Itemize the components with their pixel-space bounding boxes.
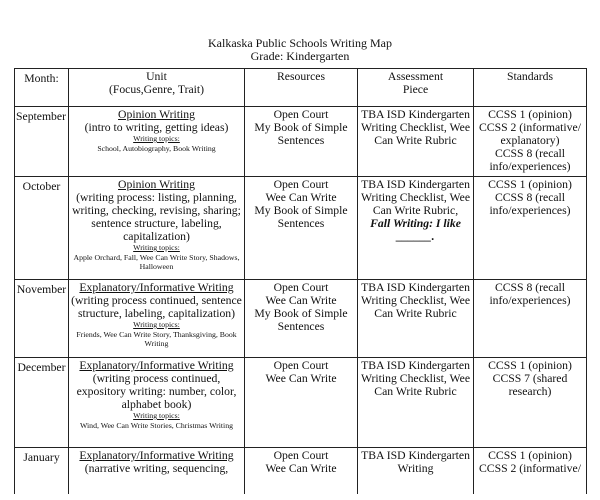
grade-label: Grade: Kindergarten: [250, 49, 350, 63]
resource-item: Wee Can Write: [265, 294, 337, 307]
standard-item: CCSS 1 (opinion): [488, 359, 572, 372]
resource-item: My Book of Simple Sentences: [254, 204, 348, 230]
topics: Wind, Wee Can Write Stories, Christmas W…: [79, 420, 234, 430]
header-month: Month:: [14, 68, 69, 107]
unit-description: (writing process: listing, planning, wri…: [72, 191, 241, 243]
resources-cell: Open Court Wee Can Write: [244, 447, 358, 494]
unit-description: (writing process continued, expository w…: [76, 372, 237, 411]
resource-item: Open Court: [273, 281, 329, 294]
resource-item: Wee Can Write: [265, 191, 337, 204]
assessment-extra: Fall Writing: I like ______.: [370, 217, 461, 243]
standards-cell: CCSS 1 (opinion) CCSS 7 (shared research): [473, 357, 587, 448]
table-row: January Explanatory/Informative Writing(…: [14, 447, 587, 494]
assessment-text: TBA ISD Kindergarten Writing Checklist, …: [360, 359, 471, 398]
unit-title: Explanatory/Informative Writing: [79, 281, 234, 294]
unit-cell: Explanatory/Informative Writing (writing …: [68, 357, 245, 448]
resource-item: Open Court: [273, 449, 329, 462]
topics: School, Autobiography, Book Writing: [97, 143, 216, 153]
resource-item: Wee Can Write: [265, 462, 337, 475]
standards-cell: CCSS 8 (recall info/experiences): [473, 279, 587, 358]
table-row: December Explanatory/Informative Writing…: [14, 357, 587, 448]
header-assessment-line1: Assessment: [387, 70, 444, 83]
unit-title: Opinion Writing: [118, 108, 195, 121]
topics-label: Writing topics:: [133, 411, 180, 420]
month-cell: November: [14, 279, 69, 358]
month-cell: January: [14, 447, 69, 494]
unit-description: (intro to writing, getting ideas): [84, 121, 229, 134]
header-resources: Resources: [244, 68, 358, 107]
resources-cell: Open Court My Book of Simple Sentences: [244, 106, 358, 177]
standard-item: CCSS 1 (opinion): [488, 108, 572, 121]
table-row: October Opinion Writing (writing process:…: [14, 176, 587, 280]
standards-cell: CCSS 1 (opinion) CCSS 2 (informative/: [473, 447, 587, 494]
standards-cell: CCSS 1 (opinion) CCSS 8 (recall info/expe…: [473, 176, 587, 280]
assessment-text: TBA ISD Kindergarten Writing Checklist, …: [360, 108, 471, 147]
unit-cell: Opinion Writing (writing process: listing…: [68, 176, 245, 280]
resources-cell: Open Court Wee Can Write: [244, 357, 358, 448]
assessment-cell: TBA ISD Kindergarten Writing Checklist, …: [357, 357, 474, 448]
month-cell: December: [14, 357, 69, 448]
standard-item: CCSS 8 (recall info/experiences): [489, 281, 571, 307]
standard-item: CCSS 2 (informative/ explanatory): [479, 121, 581, 147]
assessment-cell: TBA ISD Kindergarten Writing Checklist, …: [357, 106, 474, 177]
assessment-text: TBA ISD Kindergarten Writing: [361, 449, 470, 475]
resource-item: Open Court: [273, 178, 329, 191]
unit-title: Explanatory/Informative Writing: [79, 449, 234, 462]
topics: Apple Orchard, Fall, Wee Can Write Story…: [73, 252, 240, 272]
resource-item: Wee Can Write: [265, 372, 337, 385]
topics-label: Writing topics:: [133, 243, 180, 252]
assessment-cell: TBA ISD Kindergarten Writing: [357, 447, 474, 494]
month-cell: October: [14, 176, 69, 280]
standard-item: CCSS 8 (recall info/experiences): [489, 191, 571, 217]
table-row: September Opinion Writing (intro to writi…: [14, 106, 587, 177]
header-unit: Unit (Focus,Genre, Trait): [68, 68, 245, 107]
header-standards: Standards: [473, 68, 587, 107]
assessment-text: TBA ISD Kindergarten Writing Checklist, …: [360, 281, 471, 320]
unit-description: (writing process continued, sentence str…: [71, 294, 242, 320]
header-unit-line1: Unit: [146, 70, 167, 83]
standard-item: CCSS 1 (opinion): [488, 178, 572, 191]
topics-label: Writing topics:: [133, 134, 180, 143]
header-unit-line2: (Focus,Genre, Trait): [108, 83, 205, 96]
standards-cell: CCSS 1 (opinion) CCSS 2 (informative/ exp…: [473, 106, 587, 177]
assessment-cell: TBA ISD Kindergarten Writing Checklist, …: [357, 176, 474, 280]
header-row: Month: Unit (Focus,Genre, Trait) Resource…: [14, 68, 587, 107]
resource-item: Open Court: [273, 359, 329, 372]
standard-item: CCSS 8 (recall info/experiences): [489, 147, 571, 173]
standard-item: CCSS 1 (opinion): [488, 449, 572, 462]
standard-item: CCSS 7 (shared research): [492, 372, 568, 398]
unit-cell: Explanatory/Informative Writing (writing …: [68, 279, 245, 358]
topics-label: Writing topics:: [133, 320, 180, 329]
unit-description: (narrative writing, sequencing,: [84, 462, 229, 475]
unit-title: Opinion Writing: [118, 178, 195, 191]
document-title: Kalkaska Public Schools Writing Map: [208, 36, 392, 50]
assessment-text: TBA ISD Kindergarten Writing Checklist, …: [360, 178, 471, 217]
topics: Friends, Wee Can Write Story, Thanksgivi…: [76, 329, 237, 349]
standard-item: CCSS 2 (informative/: [479, 462, 581, 475]
writing-map-table: Month: Unit (Focus,Genre, Trait) Resource…: [14, 68, 587, 494]
month-cell: September: [14, 106, 69, 177]
resources-cell: Open Court Wee Can Write My Book of Simple…: [244, 279, 358, 358]
unit-cell: Explanatory/Informative Writing (narrativ…: [68, 447, 245, 494]
header-assessment: Assessment Piece: [357, 68, 474, 107]
resources-cell: Open Court Wee Can Write My Book of Simple…: [244, 176, 358, 280]
unit-cell: Opinion Writing (intro to writing, gettin…: [68, 106, 245, 177]
unit-title: Explanatory/Informative Writing: [79, 359, 234, 372]
header-assessment-line2: Piece: [402, 83, 429, 96]
assessment-cell: TBA ISD Kindergarten Writing Checklist, …: [357, 279, 474, 358]
resource-item: Open Court: [273, 108, 329, 121]
resource-item: My Book of Simple Sentences: [254, 307, 348, 333]
table-row: November Explanatory/Informative Writing…: [14, 279, 587, 358]
resource-item: My Book of Simple Sentences: [254, 121, 348, 147]
